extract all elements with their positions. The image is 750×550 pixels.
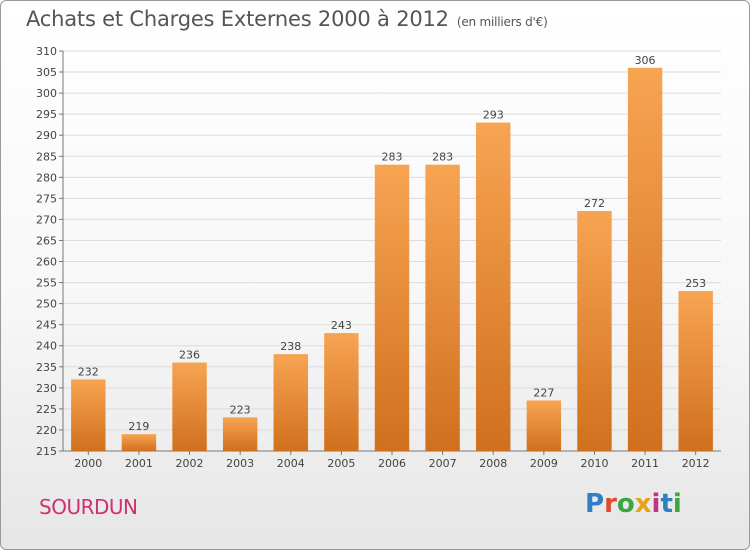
x-tick-label-2008: 2008 (479, 457, 507, 470)
logo-letter: i (651, 489, 661, 519)
data-labels: 232 219 236 223 238 243 283 283 293 227 272 306 253 (78, 54, 706, 433)
bar-2003 (222, 417, 258, 451)
logo-letter: o (616, 489, 635, 519)
data-label-2005: 243 (331, 319, 352, 332)
bar-2012 (678, 291, 713, 451)
bar-2001 (121, 434, 157, 451)
data-label-2008: 293 (483, 109, 504, 122)
data-label-2006: 283 (382, 151, 403, 164)
bar-2002 (172, 362, 207, 451)
x-tick-label-2006: 2006 (378, 457, 406, 470)
y-tick-label: 305 (36, 66, 57, 79)
chart-title: Achats et Charges Externes 2000 à 2012 (e… (26, 7, 548, 31)
bar-2007 (425, 164, 460, 451)
y-tick-label: 240 (36, 340, 57, 353)
y-tick-label: 255 (36, 277, 57, 290)
title-unit: (en milliers d'€) (456, 15, 548, 29)
bars (71, 67, 713, 451)
data-label-2011: 306 (635, 54, 656, 67)
logo-letter: x (634, 489, 652, 519)
bar-2004 (273, 354, 308, 451)
logo-letter: t (660, 489, 673, 519)
commune-name: SOURDUN (39, 495, 138, 519)
y-tick-label: 260 (36, 256, 57, 269)
y-tick-label: 270 (36, 213, 57, 226)
y-tick-label: 245 (36, 319, 57, 332)
x-tick-label-2009: 2009 (530, 457, 558, 470)
y-tick-label: 275 (36, 192, 57, 205)
title-text: Achats et Charges Externes 2000 à 2012 (26, 7, 449, 31)
y-tick-label: 250 (36, 298, 57, 311)
y-tick-label: 310 (36, 45, 57, 58)
bar-2005 (324, 333, 359, 451)
x-tick-label-2000: 2000 (74, 457, 102, 470)
x-tick-label-2001: 2001 (125, 457, 153, 470)
data-label-2009: 227 (533, 386, 554, 399)
x-tick-label-2007: 2007 (429, 457, 457, 470)
y-tick-label: 230 (36, 382, 57, 395)
x-tick-label-2003: 2003 (226, 457, 254, 470)
y-tick-label: 215 (36, 445, 57, 458)
data-label-2000: 232 (78, 365, 99, 378)
data-label-2004: 238 (280, 340, 301, 353)
x-tick-label-2004: 2004 (277, 457, 305, 470)
x-tick-label-2011: 2011 (631, 457, 659, 470)
logo-letter: r (604, 489, 617, 519)
bar-2000 (71, 379, 106, 451)
data-label-2012: 253 (685, 277, 706, 290)
data-label-2003: 223 (230, 403, 251, 416)
proxiti-logo: Proxiti (585, 489, 682, 519)
axes: 215 220 225 230 235 240 245 250 255 260 265 270 275 2… (36, 45, 721, 470)
x-tick-label-2010: 2010 (580, 457, 608, 470)
y-tick-label: 295 (36, 108, 57, 121)
logo-letter: P (585, 489, 605, 519)
bar-2008 (476, 122, 511, 451)
bar-2006 (374, 164, 410, 451)
y-tick-label: 265 (36, 234, 57, 247)
y-tick-label: 300 (36, 87, 57, 100)
y-tick-label: 225 (36, 403, 57, 416)
y-tick-label: 235 (36, 361, 57, 374)
data-label-2002: 236 (179, 349, 200, 362)
logo-letter: i (672, 489, 682, 519)
x-tick-label-2005: 2005 (327, 457, 355, 470)
y-tick-label: 220 (36, 424, 57, 437)
bar-2011 (627, 67, 663, 451)
x-tick-label-2012: 2012 (682, 457, 710, 470)
data-label-2007: 283 (432, 151, 453, 164)
x-tick-label-2002: 2002 (176, 457, 204, 470)
y-tick-label: 290 (36, 129, 57, 142)
y-tick-label: 285 (36, 150, 57, 163)
data-label-2001: 219 (128, 420, 149, 433)
y-tick-label: 280 (36, 171, 57, 184)
data-label-2010: 272 (584, 197, 605, 210)
bar-2010 (577, 211, 612, 451)
bar-2009 (526, 400, 562, 451)
